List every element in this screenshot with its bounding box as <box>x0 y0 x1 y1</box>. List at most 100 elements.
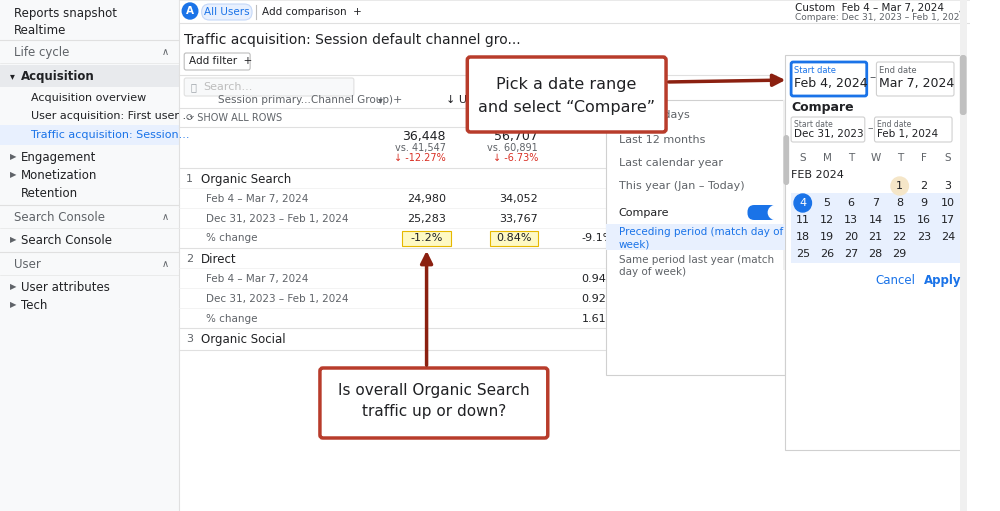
Text: 8: 8 <box>896 198 903 208</box>
Text: 25,283: 25,283 <box>407 214 446 224</box>
Text: 11: 11 <box>796 215 810 225</box>
Text: Compare: Dec 31, 2023 – Feb 1, 2024: Compare: Dec 31, 2023 – Feb 1, 2024 <box>795 12 965 21</box>
Text: 1: 1 <box>896 181 903 191</box>
Text: Feb 4, 2024: Feb 4, 2024 <box>794 77 868 89</box>
Text: 23: 23 <box>917 232 931 242</box>
Text: ▶: ▶ <box>10 236 16 244</box>
Text: 2: 2 <box>186 254 193 264</box>
Text: 1: 1 <box>771 314 778 324</box>
Text: Last 12 months: Last 12 months <box>619 135 705 145</box>
Text: All Users: All Users <box>204 7 250 17</box>
Text: Apply: Apply <box>924 273 961 287</box>
Text: Compare: Compare <box>791 101 854 113</box>
Text: ▾: ▾ <box>10 71 15 81</box>
Text: 41.36%: 41.36% <box>717 294 760 304</box>
Text: 0.84%: 0.84% <box>496 233 532 243</box>
Text: Start date: Start date <box>794 65 836 75</box>
Text: S: S <box>945 153 951 163</box>
Text: 17: 17 <box>941 215 955 225</box>
FancyBboxPatch shape <box>791 117 865 142</box>
Text: 34,052: 34,052 <box>499 194 538 204</box>
Text: vs. 60,891: vs. 60,891 <box>487 143 538 153</box>
FancyBboxPatch shape <box>747 205 777 220</box>
Bar <box>490 231 538 246</box>
Text: 1.61%: 1.61% <box>582 314 617 324</box>
Text: ⟳ SHOW ALL ROWS: ⟳ SHOW ALL ROWS <box>186 113 282 123</box>
Text: Custom  Feb 4 – Mar 7, 2024: Custom Feb 4 – Mar 7, 2024 <box>795 3 944 13</box>
Text: ▶: ▶ <box>10 300 16 310</box>
Text: Engagement: Engagement <box>21 151 97 164</box>
Text: 2: 2 <box>920 181 927 191</box>
Text: ∧: ∧ <box>161 47 168 57</box>
Text: Start date: Start date <box>794 120 833 128</box>
Text: Mar 7, 2024: Mar 7, 2024 <box>879 77 955 89</box>
Text: 17.24%: 17.24% <box>640 233 682 243</box>
Circle shape <box>182 3 198 19</box>
Text: Search Console: Search Console <box>21 234 112 246</box>
Text: Organic Search: Organic Search <box>201 173 291 185</box>
Bar <box>791 210 960 229</box>
Text: 14.49%: 14.49% <box>717 314 760 324</box>
Text: 24,980: 24,980 <box>407 194 446 204</box>
Text: 9: 9 <box>920 198 927 208</box>
Text: -9.1%: -9.1% <box>582 233 614 243</box>
FancyBboxPatch shape <box>320 368 548 438</box>
Text: Feb 4 – Mar 7, 2024: Feb 4 – Mar 7, 2024 <box>206 194 308 204</box>
FancyBboxPatch shape <box>202 4 252 20</box>
Bar <box>791 244 960 263</box>
Bar <box>791 227 960 246</box>
Text: 3: 3 <box>186 334 193 344</box>
Text: Dec 31, 2023 – Feb 1, 2024: Dec 31, 2023 – Feb 1, 2024 <box>206 294 348 304</box>
Bar <box>791 227 960 246</box>
Bar <box>791 244 960 263</box>
Text: This year (Jan – Today): This year (Jan – Today) <box>619 181 744 191</box>
Text: % change: % change <box>206 314 257 324</box>
Text: Search Console: Search Console <box>14 211 105 223</box>
Text: ↓ -12.27%: ↓ -12.27% <box>394 153 446 163</box>
Text: End date: End date <box>877 120 912 128</box>
Text: Is overall Organic Search: Is overall Organic Search <box>338 383 530 398</box>
Text: Last 90 days: Last 90 days <box>619 110 689 120</box>
Text: Acquisition overview: Acquisition overview <box>31 93 146 103</box>
Text: 21: 21 <box>868 232 883 242</box>
Text: ↓ Users: ↓ Users <box>446 95 490 105</box>
Text: 33,767: 33,767 <box>499 214 538 224</box>
Text: Same period last year (match: Same period last year (match <box>619 255 774 265</box>
Bar <box>791 227 960 246</box>
Bar <box>791 227 960 246</box>
Text: ↓ -6.73%: ↓ -6.73% <box>493 153 538 163</box>
Text: Reports snapshot: Reports snapshot <box>14 7 117 19</box>
Text: FEB 2024: FEB 2024 <box>791 170 844 180</box>
FancyBboxPatch shape <box>876 62 954 96</box>
FancyBboxPatch shape <box>184 53 250 70</box>
Text: Realtime: Realtime <box>14 24 66 36</box>
Bar <box>785 55 963 450</box>
Text: +: + <box>393 95 402 105</box>
Bar <box>960 0 967 511</box>
FancyBboxPatch shape <box>791 62 867 96</box>
Text: % change: % change <box>206 233 257 243</box>
Text: Dec 31, 2023 – Feb 1, 2024: Dec 31, 2023 – Feb 1, 2024 <box>206 214 348 224</box>
Bar <box>791 193 960 212</box>
Text: 22: 22 <box>893 232 907 242</box>
Text: 1: 1 <box>186 174 193 184</box>
Bar <box>791 210 960 229</box>
Text: Feb 1, 2024: Feb 1, 2024 <box>877 129 939 139</box>
Text: ▾: ▾ <box>959 7 964 17</box>
Text: 29: 29 <box>893 249 907 259</box>
Circle shape <box>794 194 811 212</box>
Text: User acquisition: First user ...: User acquisition: First user ... <box>31 111 193 121</box>
Text: End date: End date <box>879 65 917 75</box>
Text: Life cycle: Life cycle <box>14 45 69 58</box>
Bar <box>791 210 960 229</box>
Bar <box>0 0 179 511</box>
Text: Traffic acquisition: Session...: Traffic acquisition: Session... <box>31 130 190 140</box>
Text: ▶: ▶ <box>10 152 16 161</box>
Text: 14: 14 <box>868 215 883 225</box>
Text: 0.94%: 0.94% <box>582 274 617 284</box>
Bar <box>791 244 960 263</box>
Text: 13: 13 <box>844 215 858 225</box>
Text: 12: 12 <box>820 215 834 225</box>
Text: –: – <box>870 72 876 84</box>
Text: 27: 27 <box>844 249 858 259</box>
